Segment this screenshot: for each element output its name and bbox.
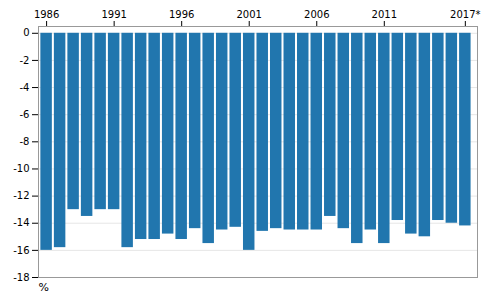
svg-text:-6: -6 <box>20 109 30 120</box>
svg-text:%: % <box>39 281 49 294</box>
svg-text:1996: 1996 <box>169 9 194 20</box>
svg-text:2011: 2011 <box>372 9 397 20</box>
svg-text:-2: -2 <box>20 55 30 66</box>
svg-text:0: 0 <box>23 27 29 38</box>
svg-text:2017*: 2017* <box>450 9 480 20</box>
svg-text:-10: -10 <box>13 163 29 174</box>
svg-text:-8: -8 <box>20 136 30 147</box>
svg-text:1986: 1986 <box>34 9 59 20</box>
svg-text:-16: -16 <box>13 245 29 256</box>
svg-text:-4: -4 <box>20 82 30 93</box>
svg-text:-18: -18 <box>13 272 29 283</box>
svg-text:1991: 1991 <box>101 9 126 20</box>
svg-text:-12: -12 <box>13 190 29 201</box>
svg-text:2006: 2006 <box>304 9 329 20</box>
svg-text:2001: 2001 <box>236 9 261 20</box>
svg-text:-14: -14 <box>13 217 29 228</box>
